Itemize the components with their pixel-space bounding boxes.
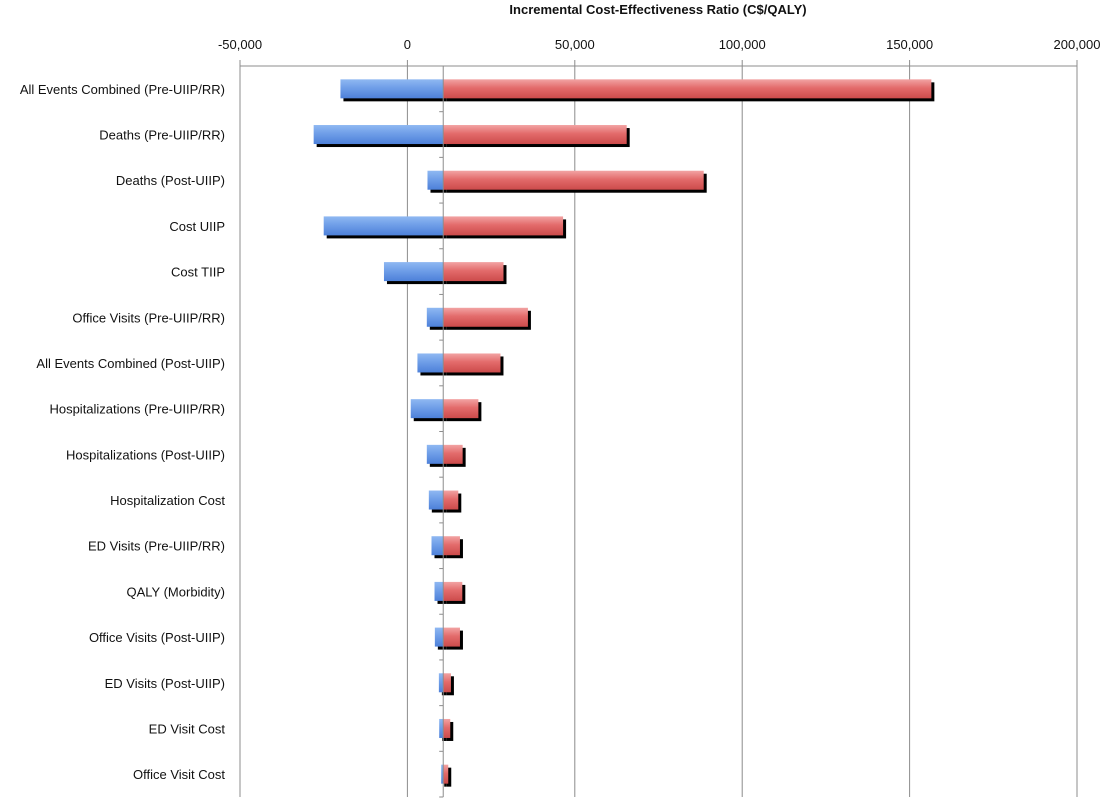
bars <box>313 79 935 787</box>
x-axis-ticks: -50,000 0 50,000 100,000 150,000 200,000 <box>218 37 1101 66</box>
bar-shadow <box>446 767 452 787</box>
category-label: All Events Combined (Pre-UIIP/RR) <box>20 82 225 97</box>
bar-low <box>340 79 444 99</box>
bar-high <box>443 353 501 373</box>
category-label: Cost UIIP <box>169 219 225 234</box>
category-label: Deaths (Pre-UIIP/RR) <box>99 128 225 143</box>
category-label: ED Visits (Post-UIIP) <box>105 676 225 691</box>
bar-low <box>434 627 444 647</box>
x-tick-label: 150,000 <box>886 37 933 52</box>
x-tick-label: 50,000 <box>555 37 595 52</box>
bar-high <box>443 581 463 601</box>
bar-low <box>441 764 444 784</box>
bar-high <box>443 627 460 647</box>
bar-high <box>443 490 459 510</box>
category-labels: All Events Combined (Pre-UIIP/RR) Deaths … <box>20 82 226 782</box>
axes <box>240 65 1077 798</box>
bar-high <box>443 764 449 784</box>
bar-high <box>443 170 704 190</box>
category-label: Hospitalizations (Post-UIIP) <box>66 447 225 462</box>
category-label: Hospitalization Cost <box>110 493 225 508</box>
category-label: ED Visits (Pre-UIIP/RR) <box>88 539 225 554</box>
bar-high <box>443 125 627 145</box>
bar-high <box>443 399 479 419</box>
bar-high <box>443 262 504 282</box>
bar-low <box>313 125 444 145</box>
bar-low <box>323 216 444 236</box>
category-label: Office Visits (Pre-UIIP/RR) <box>72 310 225 325</box>
category-label: QALY (Morbidity) <box>127 584 226 599</box>
category-label: ED Visit Cost <box>149 721 226 736</box>
chart-title: Incremental Cost-Effectiveness Ratio (C$… <box>509 2 806 17</box>
bar-low <box>439 718 444 738</box>
bar-high <box>443 79 932 99</box>
x-tick-label: -50,000 <box>218 37 262 52</box>
bar-high <box>443 718 451 738</box>
x-tick-label: 200,000 <box>1054 37 1101 52</box>
bar-high <box>443 216 564 236</box>
category-label: Cost TIIP <box>171 265 225 280</box>
bar-high <box>443 307 528 327</box>
bar-low <box>426 444 444 464</box>
category-label: Hospitalizations (Pre-UIIP/RR) <box>49 402 225 417</box>
bar-low <box>434 581 444 601</box>
category-label: Office Visit Cost <box>133 767 225 782</box>
bar-low <box>417 353 444 373</box>
category-label: Deaths (Post-UIIP) <box>116 173 225 188</box>
bar-low <box>383 262 444 282</box>
bar-high <box>443 536 460 556</box>
bar-low <box>428 490 444 510</box>
category-label: Office Visits (Post-UIIP) <box>89 630 225 645</box>
category-label: All Events Combined (Post-UIIP) <box>36 356 225 371</box>
bar-low <box>410 399 444 419</box>
bar-low <box>431 536 444 556</box>
bar-high <box>443 444 463 464</box>
bar-low <box>426 307 444 327</box>
bar-low <box>427 170 444 190</box>
bar-low <box>438 673 444 693</box>
x-tick-label: 0 <box>404 37 411 52</box>
bar-high <box>443 673 451 693</box>
x-tick-label: 100,000 <box>719 37 766 52</box>
